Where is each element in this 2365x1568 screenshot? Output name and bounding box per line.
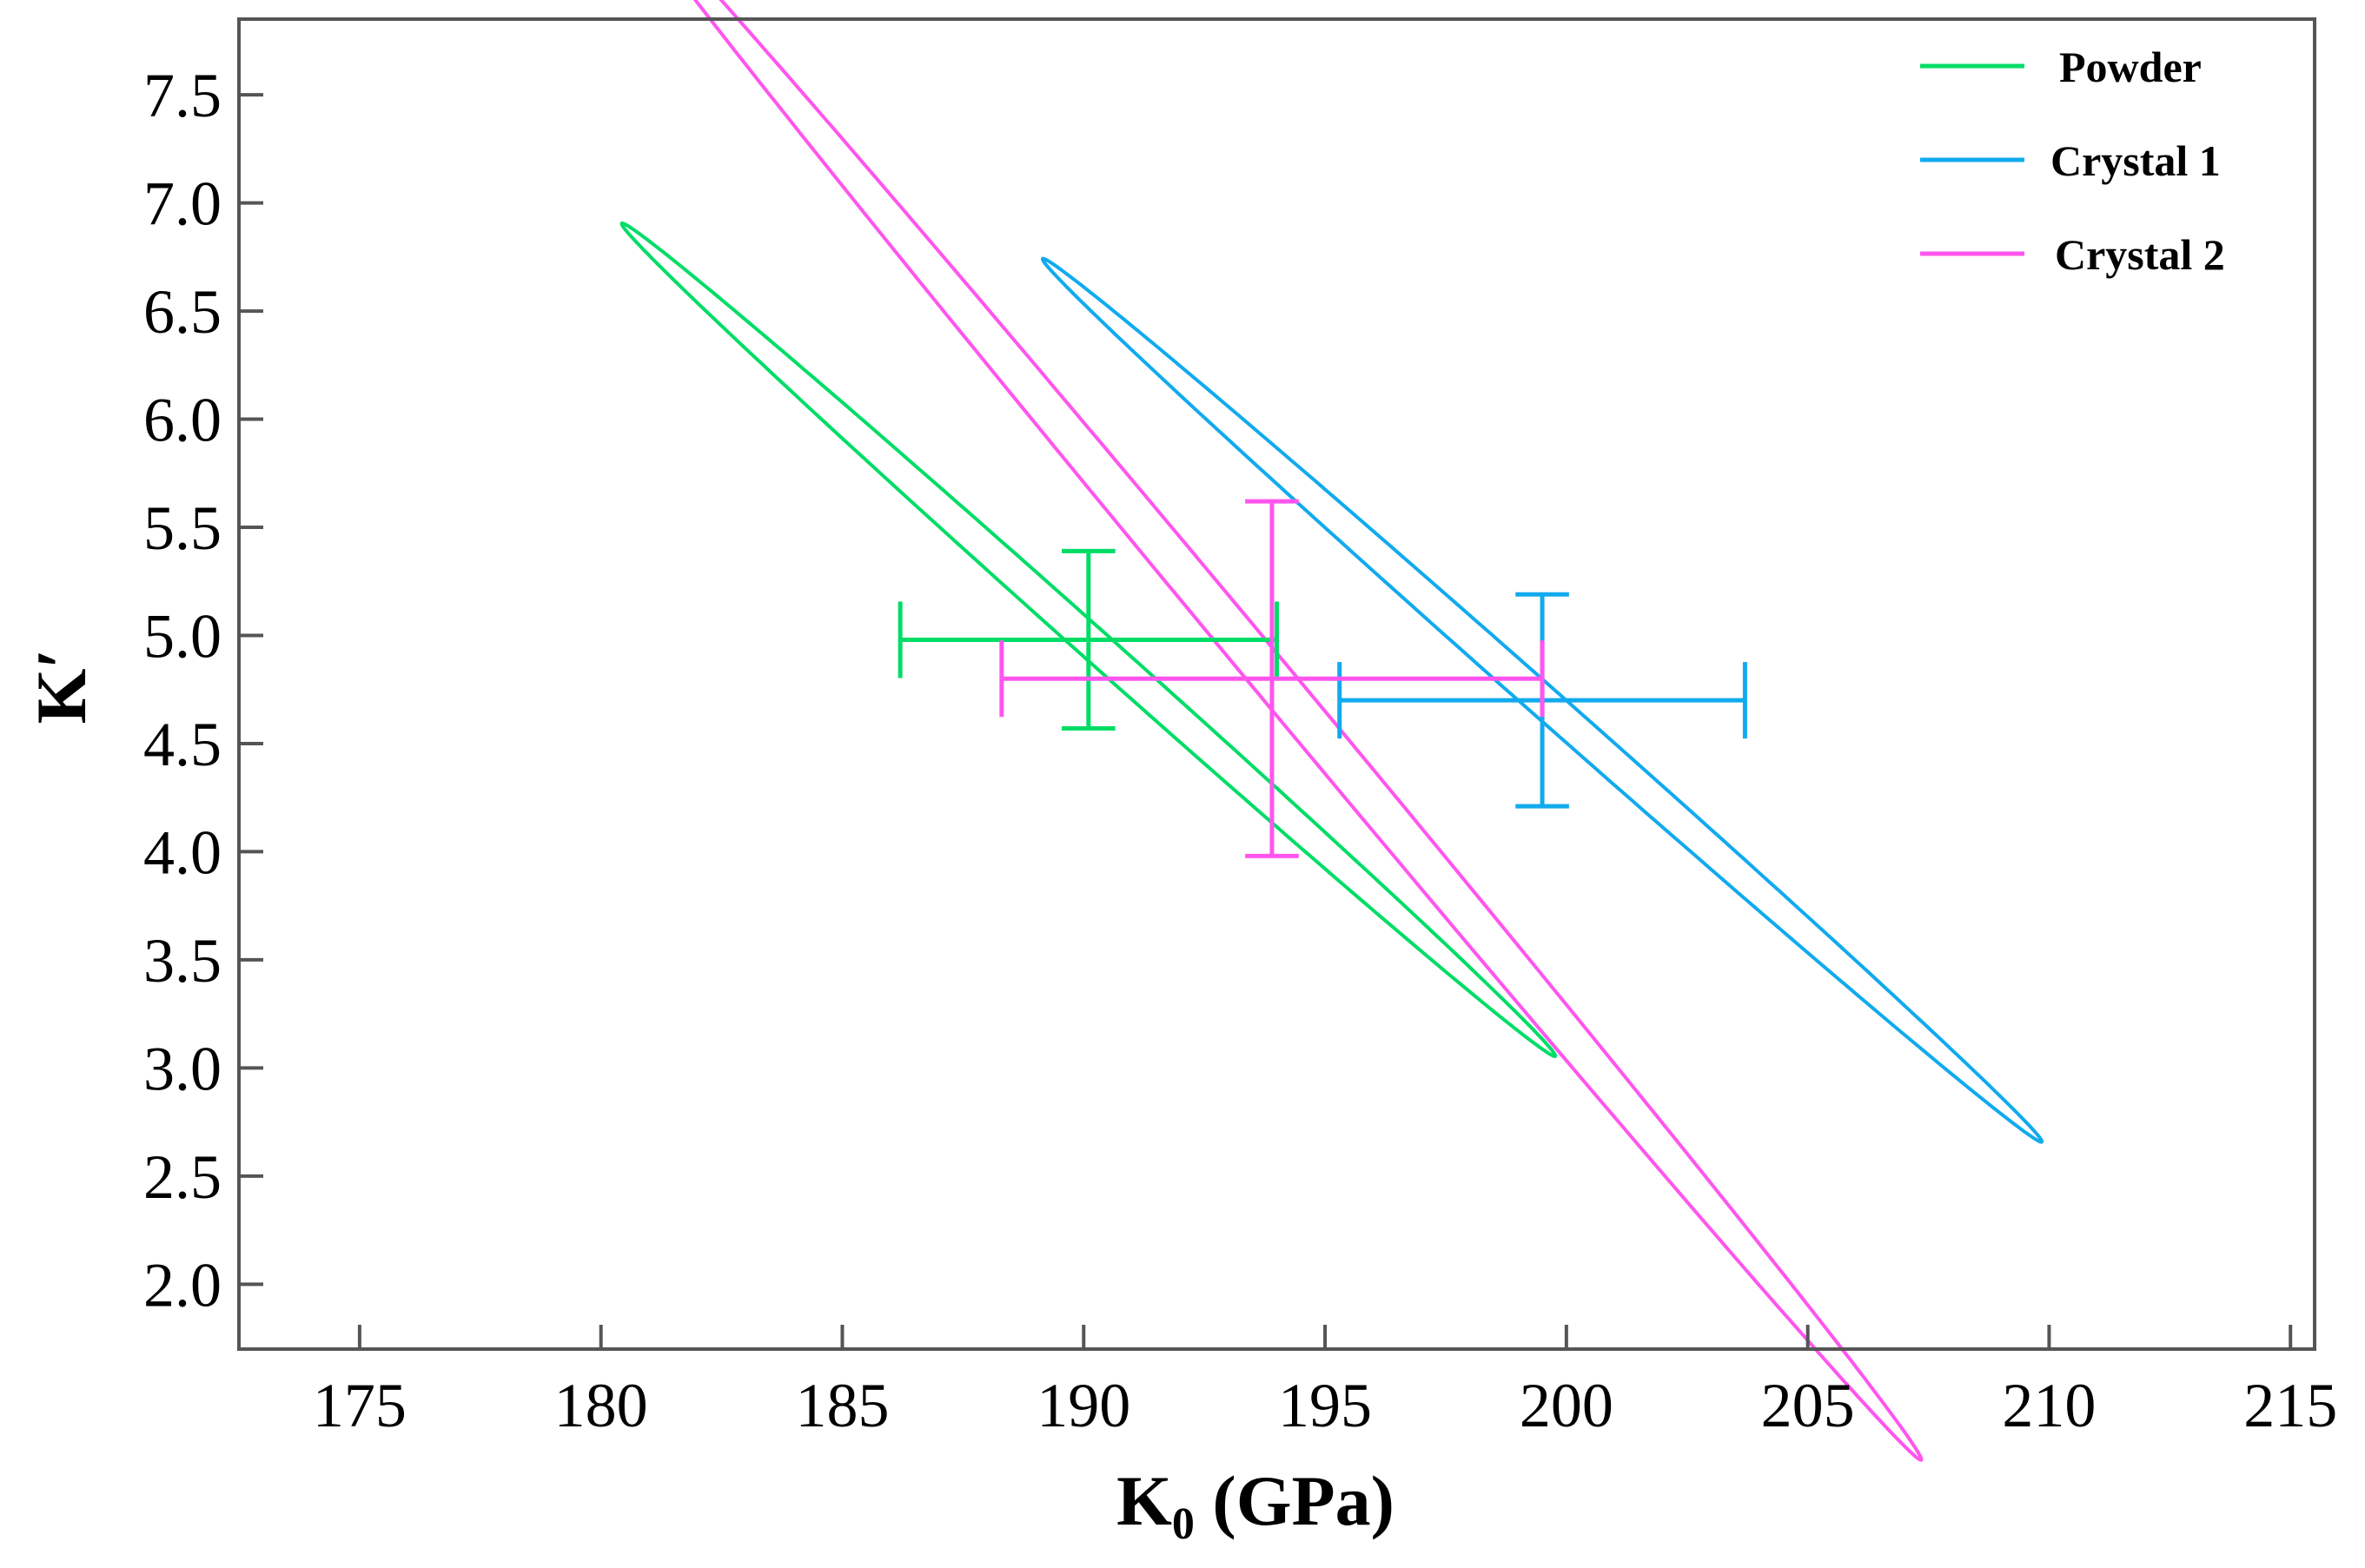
y-tick-label: 3.0 (143, 1034, 222, 1103)
y-axis-ticks: 2.0 2.5 3.0 3.5 4.0 4.5 5.0 5.5 6.0 6.5 7.0 7.5 (143, 61, 263, 1320)
x-axis-title: K0 (GPa) (1116, 1461, 1394, 1549)
data-point-powder (1085, 637, 1091, 643)
y-axis-title: K′ (22, 649, 101, 724)
y-tick-label: 6.0 (143, 386, 222, 455)
x-tick-label: 175 (313, 1371, 407, 1440)
legend-label-powder: Powder (2059, 43, 2202, 91)
x-tick-label: 200 (1520, 1371, 1613, 1440)
x-tick-label: 185 (795, 1371, 889, 1440)
y-tick-label: 7.5 (143, 61, 222, 130)
x-axis-title-unit: (GPa) (1195, 1461, 1394, 1540)
legend-label-crystal-2: Crystal 2 (2055, 230, 2225, 279)
y-tick-label: 2.5 (143, 1142, 222, 1212)
x-tick-label: 210 (2002, 1371, 2096, 1440)
x-tick-label: 195 (1278, 1371, 1372, 1440)
x-axis-ticks: 175 180 185 190 195 200 205 210 215 (313, 1325, 2337, 1440)
confidence-ellipse-powder (619, 221, 1558, 1059)
ellipse-layer (619, 0, 2044, 1462)
x-axis-title-main: K (1116, 1461, 1172, 1540)
y-tick-label: 5.5 (143, 493, 222, 563)
y-tick-label: 6.5 (143, 277, 222, 347)
y-tick-label: 5.0 (143, 601, 222, 671)
legend-label-crystal-1: Crystal 1 (2050, 136, 2221, 185)
x-tick-label: 190 (1037, 1371, 1130, 1440)
x-tick-label: 205 (1761, 1371, 1855, 1440)
errorbar-layer (898, 499, 1747, 858)
data-point-crystal-2 (1269, 676, 1275, 682)
legend-item-crystal-1: Crystal 1 (1920, 136, 2221, 185)
legend-item-powder: Powder (1920, 43, 2202, 91)
confidence-ellipse-crystal-1 (1040, 256, 2044, 1144)
y-tick-label: 2.0 (143, 1250, 222, 1320)
y-tick-label: 4.0 (143, 817, 222, 887)
x-axis-title-subscript: 0 (1172, 1499, 1195, 1549)
y-tick-label: 4.5 (143, 710, 222, 779)
legend-item-crystal-2: Crystal 2 (1920, 230, 2225, 279)
y-tick-label: 7.0 (143, 169, 222, 239)
confidence-ellipse-crystal-2 (692, 0, 1924, 1462)
legend: Powder Crystal 1 Crystal 2 (1920, 43, 2225, 279)
x-tick-label: 180 (554, 1371, 648, 1440)
plot-area-frame (237, 17, 2316, 1351)
y-tick-label: 3.5 (143, 926, 222, 996)
x-tick-label: 215 (2243, 1371, 2337, 1440)
